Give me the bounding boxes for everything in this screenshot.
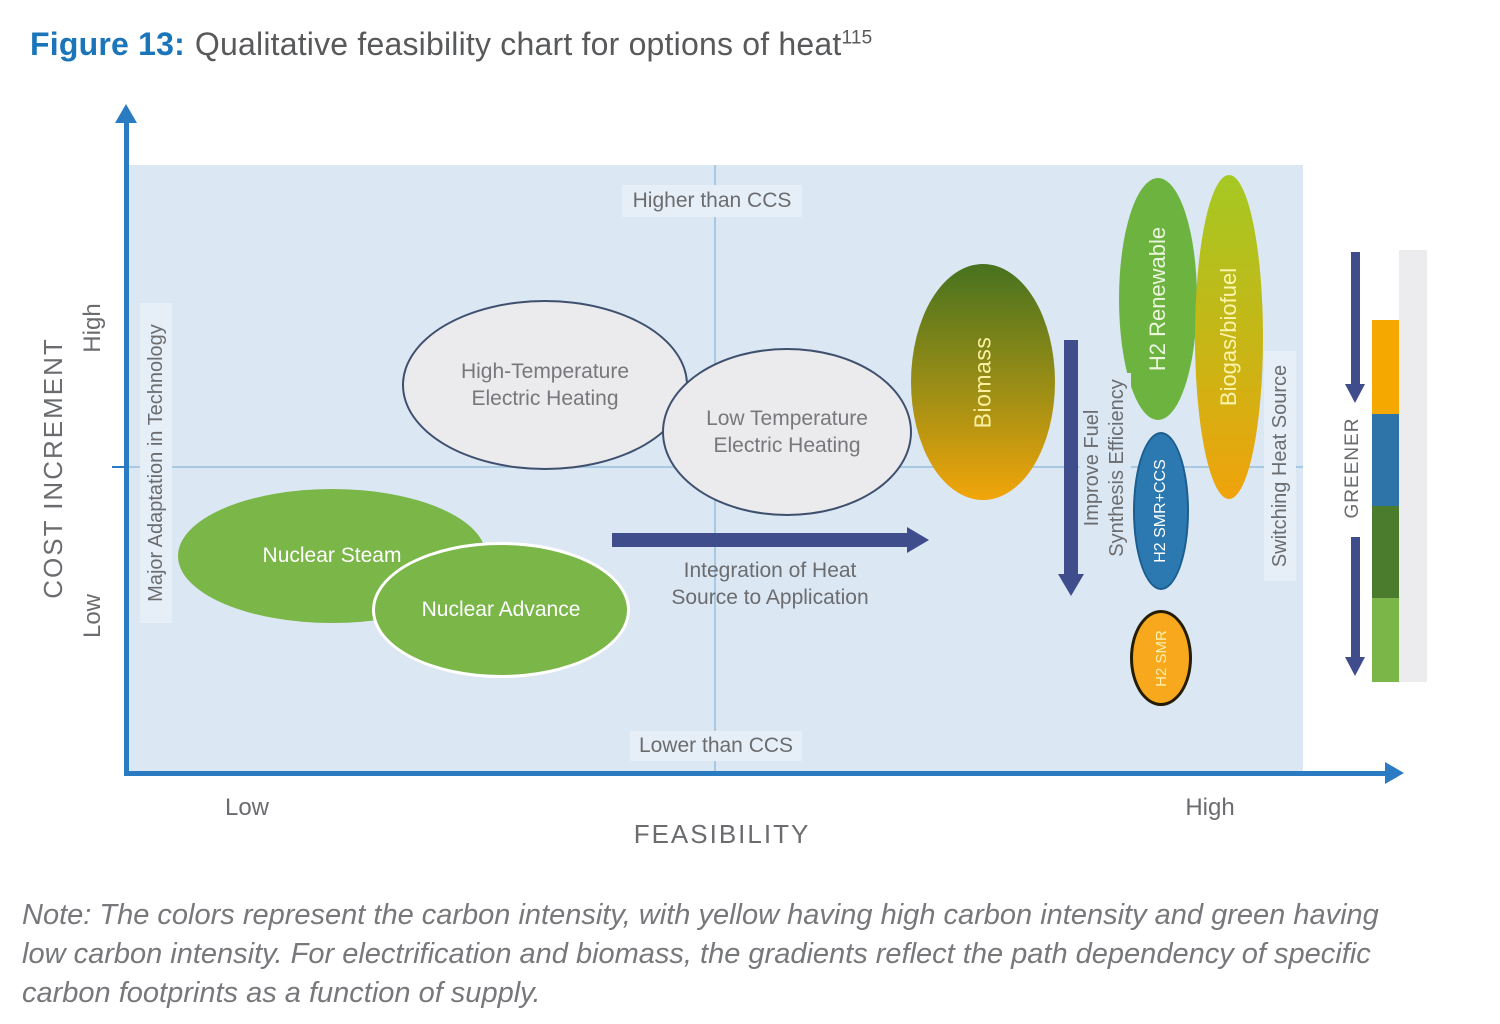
y-axis-midpoint-tick (112, 466, 129, 468)
bubble-low-temperature-electric-heating: Low Temperature Electric Heating (662, 348, 912, 516)
legend-carbon-intensity-stack (1372, 320, 1399, 682)
legend-segment-dark-green (1372, 506, 1399, 598)
improve-fuel-label: Improve Fuel Synthesis Efficiency (1079, 373, 1131, 563)
lower-than-ccs-label: Lower than CCS (630, 731, 802, 761)
legend-segment-light-green (1372, 598, 1399, 682)
y-axis-tick-high: High (79, 303, 106, 353)
higher-than-ccs-label: Higher than CCS (622, 185, 802, 217)
integration-arrowhead-icon (907, 527, 929, 553)
figure-number: Figure 13: (30, 26, 185, 62)
bubble-label: Low Temperature Electric Heating (706, 407, 868, 457)
bubble-label: Nuclear Steam (262, 544, 402, 567)
improve-fuel-arrowhead-icon (1058, 574, 1084, 596)
bubble-label: High-Temperature Electric Heating (460, 360, 630, 410)
x-axis-title: FEASIBILITY (633, 818, 811, 849)
greener-arrow-top-head-icon (1345, 384, 1365, 403)
figure-title: Figure 13: Qualitative feasibility chart … (30, 26, 872, 63)
bubble-label: H2 SMR (1152, 629, 1170, 687)
bubble-biogas-biofuel: Biogas/biofuel (1195, 175, 1263, 499)
legend-segment-orange (1372, 320, 1399, 414)
legend-background-bar (1399, 250, 1427, 682)
greener-arrow-bottom-head-icon (1345, 657, 1365, 676)
y-axis-line (124, 122, 129, 775)
legend-segment-blue (1372, 414, 1399, 506)
bubble-label: H2 SMR+CCS (1152, 459, 1170, 563)
figure-note: Note: The colors represent the carbon in… (22, 896, 1492, 1013)
footnote-reference: 115 (841, 27, 873, 49)
note-line: carbon footprints as a function of suppl… (22, 977, 541, 1009)
bubble-high-temperature-electric-heating: High-Temperature Electric Heating (402, 300, 688, 470)
x-axis-line (124, 771, 1386, 776)
y-axis-arrowhead-icon (115, 104, 137, 123)
bubble-h2-smr: H2 SMR (1130, 610, 1192, 706)
integration-arrow (612, 533, 907, 547)
note-line: Note: The colors represent the carbon in… (22, 899, 1379, 931)
x-axis-tick-low: Low (224, 794, 270, 821)
switching-heat-source-label: Switching Heat Source (1264, 351, 1296, 581)
integration-arrow-label: Integration of Heat Source to Applicatio… (671, 559, 869, 609)
bubble-label: Biomass (969, 336, 996, 428)
x-axis-tick-high: High (1185, 794, 1235, 821)
bubble-h2-renewable: H2 Renewable (1119, 178, 1197, 420)
improve-fuel-arrow (1064, 340, 1078, 574)
y-axis-tick-low: Low (79, 593, 106, 639)
bubble-label: H2 Renewable (1145, 226, 1170, 372)
note-line: low carbon intensity. For electrificatio… (22, 938, 1371, 970)
bubble-nuclear-advance: Nuclear Advance (372, 542, 630, 678)
bubble-h2-smr-ccs: H2 SMR+CCS (1133, 432, 1189, 590)
bubble-biomass: Biomass (911, 264, 1055, 500)
x-axis-arrowhead-icon (1385, 762, 1404, 784)
greener-arrow-bottom (1351, 537, 1360, 657)
figure-title-text: Qualitative feasibility chart for option… (194, 26, 842, 62)
y-axis-title: COST INCREMENT (37, 337, 68, 599)
bubble-label: Biogas/biofuel (1216, 267, 1241, 407)
major-adaptation-label: Major Adaptation in Technology (140, 303, 172, 623)
greener-label: GREENER (1342, 417, 1363, 519)
greener-arrow-top (1351, 252, 1360, 384)
bubble-label: Nuclear Advance (421, 598, 581, 621)
